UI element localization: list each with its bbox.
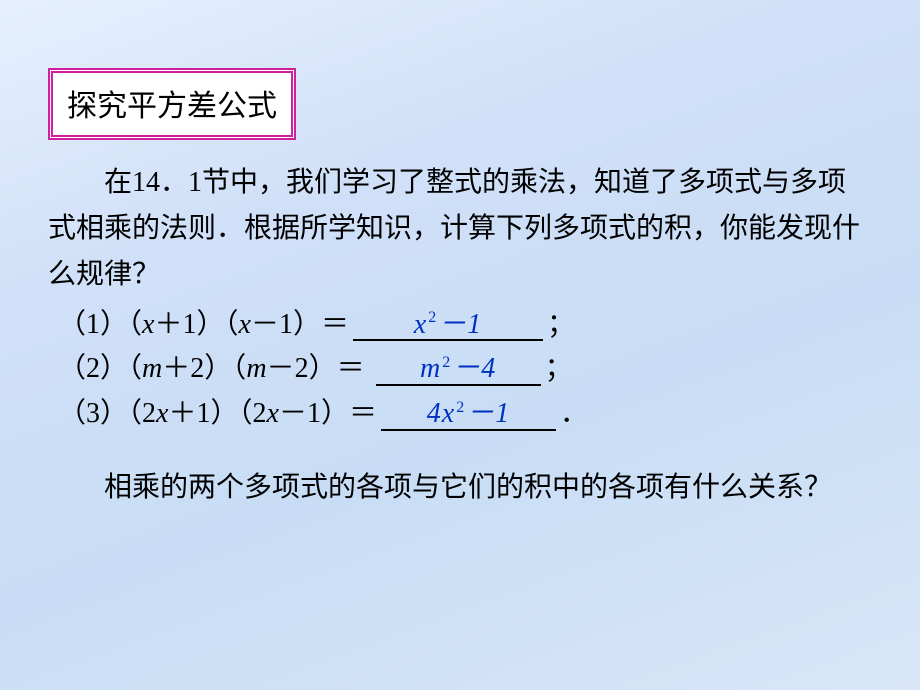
eq2-answer: m2－4 xyxy=(420,353,496,384)
equation-2: （2）（m＋2）（m－2）＝ m2－4 ； xyxy=(58,347,872,392)
eq1-tail: ； xyxy=(547,303,575,348)
eq1-blank: x2－1 xyxy=(353,303,543,341)
eq1-lhs: （1）（x＋1）（x－1）＝ xyxy=(58,303,349,348)
title-text: 探究平方差公式 xyxy=(67,90,277,123)
eq3-answer: 4x2－1 xyxy=(427,398,510,429)
eq2-lhs: （2）（m＋2）（m－2）＝ xyxy=(58,347,372,392)
eq3-blank: 4x2－1 xyxy=(381,392,556,430)
equation-1: （1）（x＋1）（x－1）＝ x2－1 ； xyxy=(58,303,872,348)
title-box: 探究平方差公式 xyxy=(48,68,296,140)
eq1-answer: x2－1 xyxy=(414,309,482,340)
question-paragraph: 相乘的两个多项式的各项与它们的积中的各项有什么关系？ xyxy=(48,465,872,511)
eq3-tail: ． xyxy=(560,392,588,437)
equation-3: （3）（2x＋1）（2x－1）＝ 4x2－1 ． xyxy=(58,392,872,437)
slide-body: 在14．1节中，我们学习了整式的乘法，知道了多项式与多项式相乘的法则．根据所学知… xyxy=(48,160,872,539)
eq3-lhs: （3）（2x＋1）（2x－1）＝ xyxy=(58,392,377,437)
equations-block: （1）（x＋1）（x－1）＝ x2－1 ； （2）（m＋2）（m－2）＝ m2－… xyxy=(58,303,872,437)
eq2-blank: m2－4 xyxy=(376,347,541,385)
intro-paragraph: 在14．1节中，我们学习了整式的乘法，知道了多项式与多项式相乘的法则．根据所学知… xyxy=(48,160,872,299)
eq2-tail: ； xyxy=(545,347,573,392)
slide: 探究平方差公式 在14．1节中，我们学习了整式的乘法，知道了多项式与多项式相乘的… xyxy=(0,0,920,690)
